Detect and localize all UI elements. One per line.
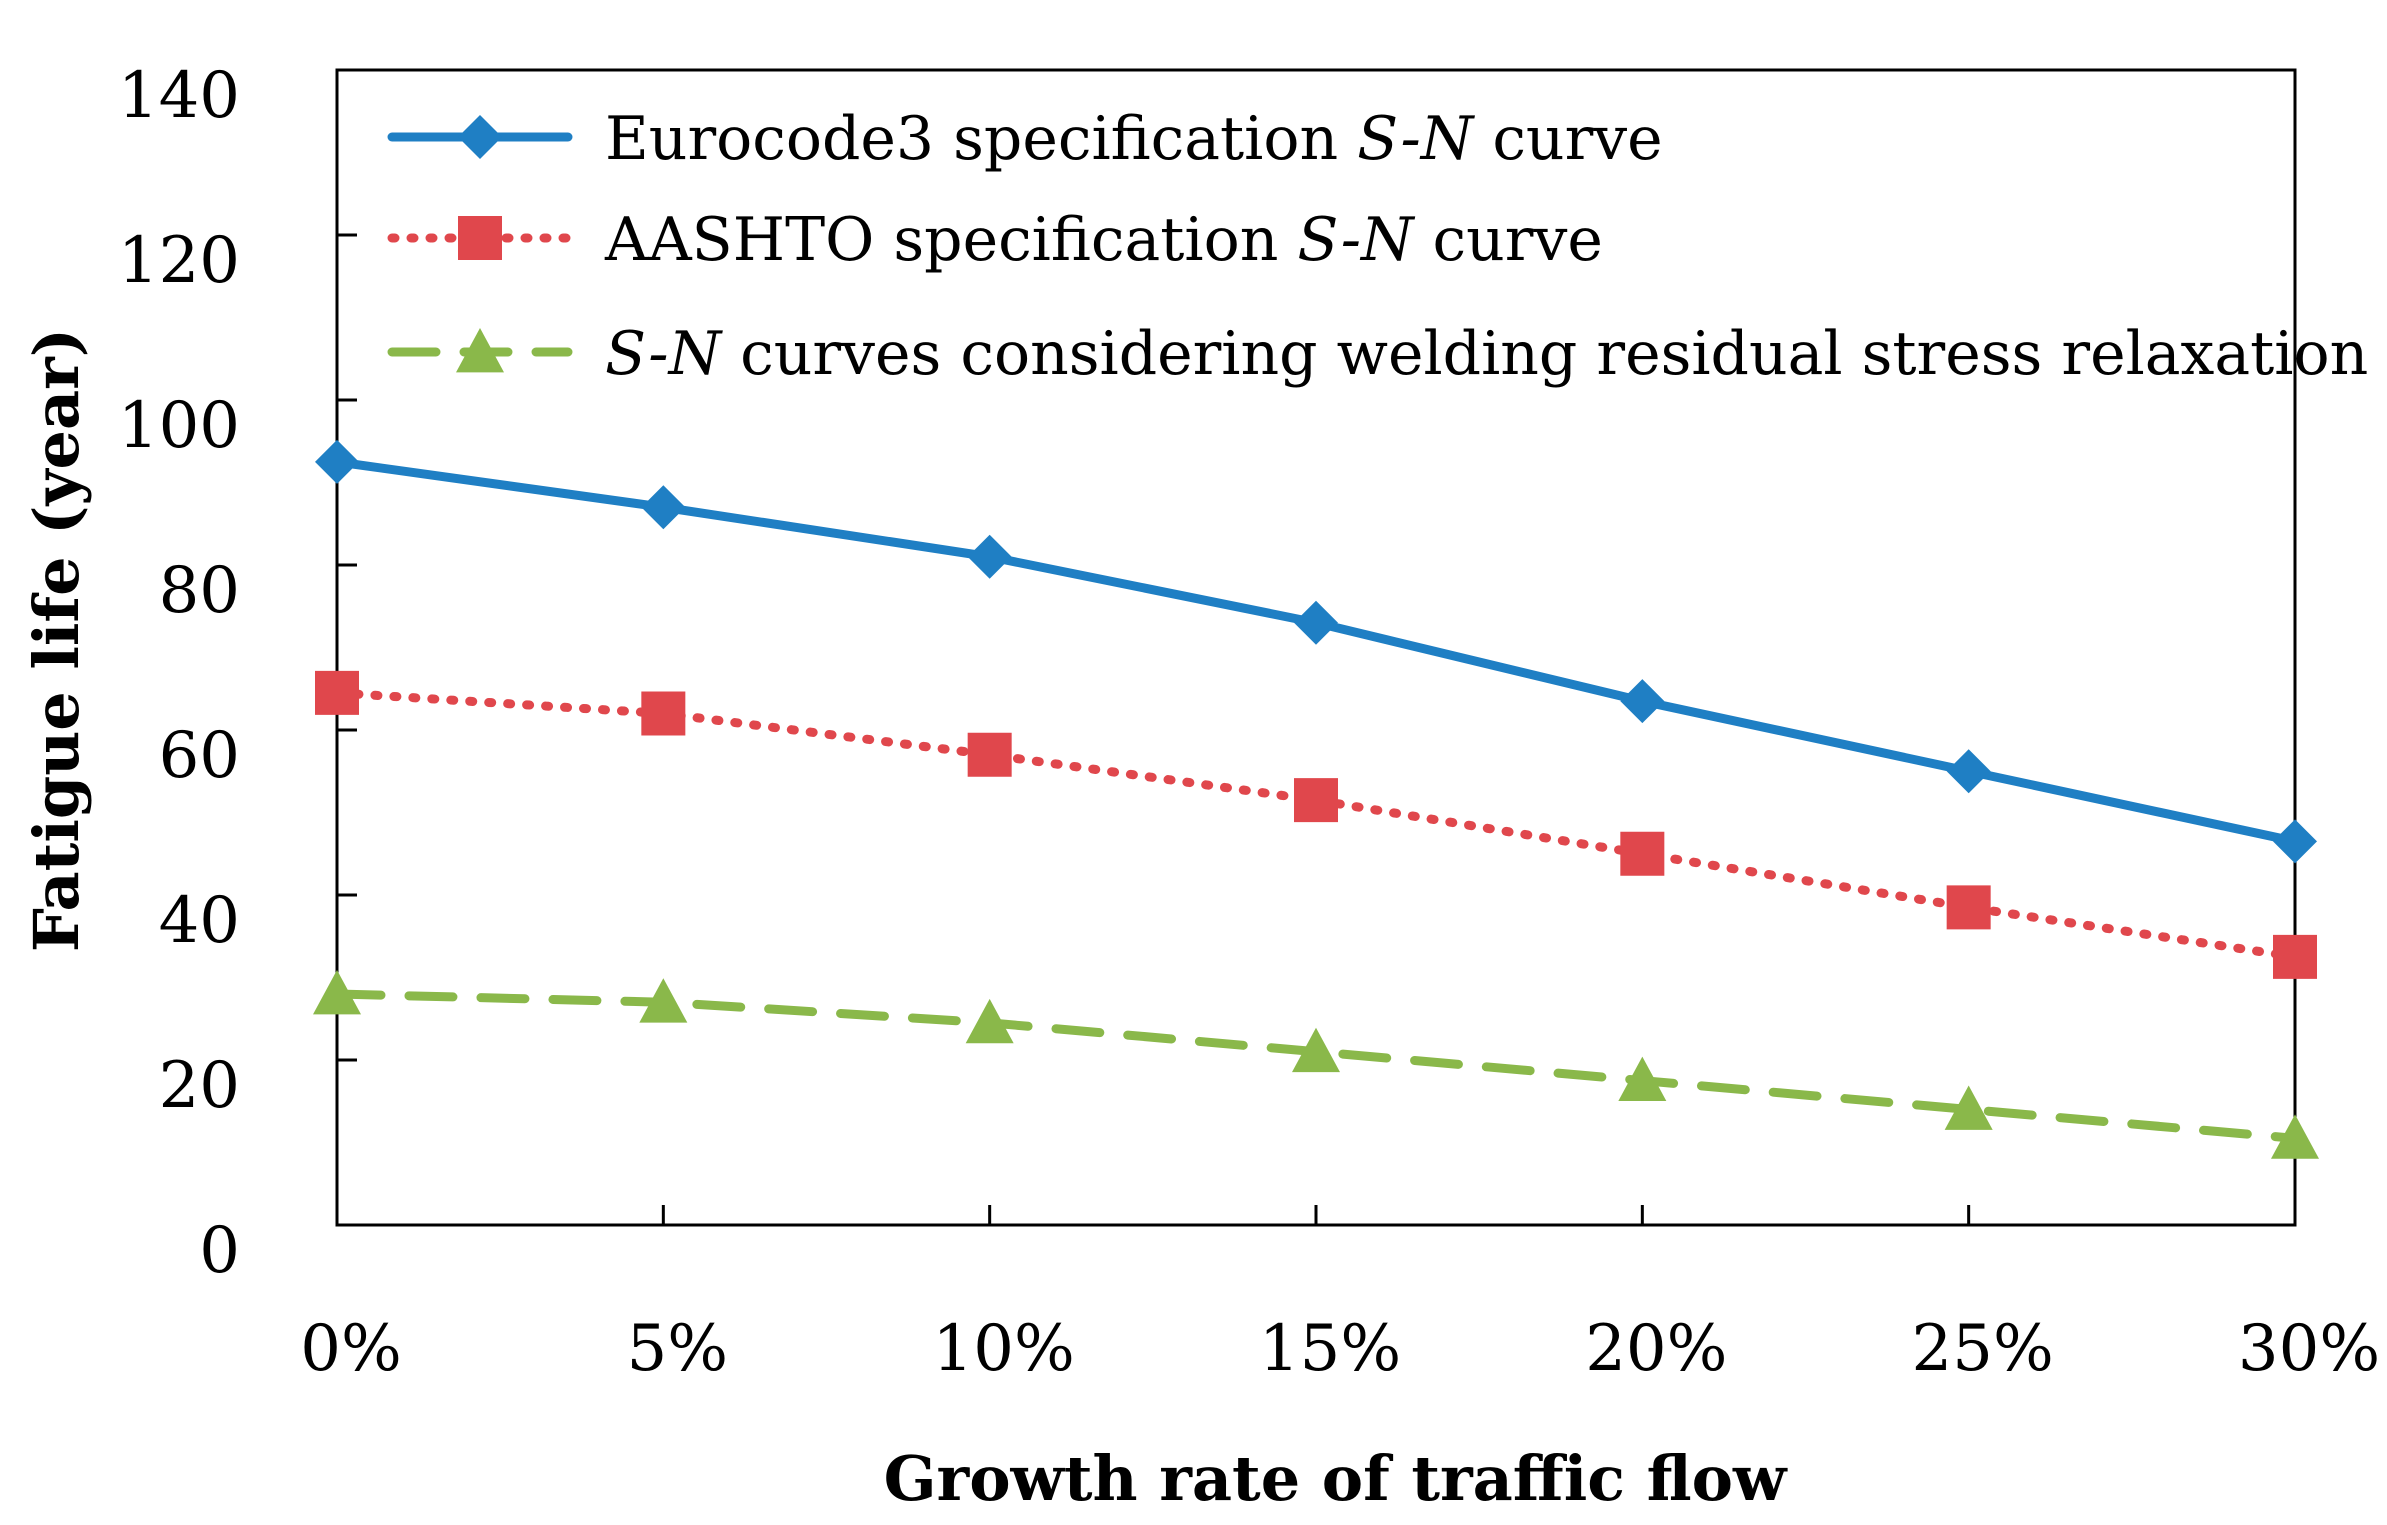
data-point: [967, 534, 1012, 579]
series-line: [332, 688, 2300, 962]
data-point: [1294, 778, 1338, 823]
data-point: [641, 485, 686, 530]
legend-entry-3: S-N curves considering welding residual …: [387, 319, 2368, 389]
legend-label-part: S-N: [605, 319, 724, 389]
y-tick-label: 100: [118, 389, 240, 463]
y-tick-label: 20: [159, 1049, 240, 1123]
legend-label: S-N curves considering welding residual …: [605, 319, 2368, 389]
data-point: [1620, 831, 1665, 876]
legend-label-part: curve: [1413, 205, 1602, 275]
series-1: [315, 439, 2317, 864]
data-point: [965, 998, 1014, 1044]
series-2: [315, 670, 2317, 979]
y-tick-label: 140: [118, 59, 240, 133]
x-tick-label: 30%: [2238, 1312, 2380, 1386]
legend-label-part: AASHTO specification: [604, 205, 1297, 275]
data-point: [967, 732, 1012, 777]
data-point: [1946, 749, 1991, 794]
legend-marker: [458, 115, 502, 159]
legend-label-part: curve: [1473, 104, 1662, 174]
y-tick-label: 0: [199, 1214, 240, 1288]
data-point: [315, 439, 359, 484]
y-tick-label: 80: [159, 554, 240, 628]
legend-marker: [456, 328, 504, 373]
x-tick-label: 20%: [1585, 1312, 1727, 1386]
legend-label-part: curves considering welding residual stre…: [721, 319, 2368, 389]
data-point: [2273, 934, 2317, 979]
x-axis-title: Growth rate of traffic flow: [884, 1442, 1788, 1515]
y-tick-label: 40: [159, 884, 240, 958]
data-point: [315, 670, 359, 715]
legend-entry-1: Eurocode3 specification S-N curve: [387, 104, 1663, 174]
data-point: [1294, 600, 1338, 645]
y-axis-title: Fatigue life (year): [20, 328, 93, 952]
data-point: [639, 978, 688, 1023]
legend: Eurocode3 specification S-N curveAASHTO …: [387, 104, 2368, 389]
legend-label: AASHTO specification S-N curve: [604, 205, 1603, 275]
series-3: [313, 970, 2319, 1159]
legend-label-part: S-N: [1297, 205, 1416, 275]
legend-label: Eurocode3 specification S-N curve: [605, 104, 1663, 174]
series-layer: [313, 439, 2319, 1159]
axes: 0 20 40 60 80 100 120 140 0% 5% 10% 15% 20% 25% 30%: [118, 59, 2380, 1386]
legend-label-part: Eurocode3 specification: [605, 104, 1357, 174]
x-tick-label: 0%: [300, 1312, 402, 1386]
data-point: [1620, 679, 1665, 724]
x-tick-label: 25%: [1912, 1312, 2054, 1386]
x-tick-label: 5%: [627, 1312, 729, 1386]
legend-entry-2: AASHTO specification S-N curve: [387, 205, 1603, 275]
data-point: [641, 691, 686, 736]
legend-marker: [458, 216, 502, 260]
x-tick-label: 10%: [933, 1312, 1075, 1386]
data-point: [1944, 1085, 1993, 1130]
legend-label-part: S-N: [1357, 104, 1476, 174]
data-point: [2273, 819, 2317, 864]
data-point: [1946, 885, 1991, 930]
data-point: [2271, 1114, 2319, 1159]
y-tick-label: 60: [159, 719, 240, 793]
data-point: [1618, 1056, 1667, 1102]
data-point: [1292, 1027, 1340, 1073]
x-tick-label: 15%: [1259, 1312, 1401, 1386]
y-tick-label: 120: [118, 224, 240, 298]
data-point: [313, 970, 361, 1015]
